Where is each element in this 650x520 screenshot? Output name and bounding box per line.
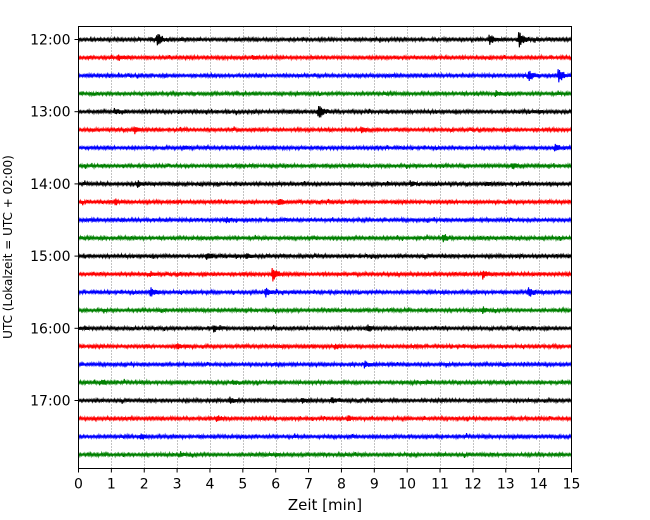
x-tick-label: 4 — [206, 477, 215, 493]
y-axis-title: UTC (Lokalzeit = UTC + 02:00) — [1, 155, 15, 339]
x-tick-label: 9 — [370, 477, 379, 493]
y-axis: 12:00 13:00 14:00 15:00 16:00 17:00 — [30, 33, 79, 410]
x-tick-label: 8 — [337, 477, 346, 493]
x-tick-label: 6 — [271, 477, 280, 493]
x-tick-label: 2 — [140, 477, 149, 493]
y-tick-label: 16:00 — [30, 321, 70, 337]
y-tick-label: 17:00 — [30, 394, 70, 410]
y-tick-label: 12:00 — [30, 33, 70, 49]
x-tick-label: 13 — [497, 477, 515, 493]
x-tick-label: 0 — [74, 477, 83, 493]
x-tick-label: 14 — [530, 477, 548, 493]
x-axis-title: Zeit [min] — [288, 496, 362, 514]
x-tick-label: 7 — [304, 477, 313, 493]
x-tick-label: 10 — [398, 477, 416, 493]
x-tick-label: 3 — [173, 477, 182, 493]
x-tick-label: 11 — [431, 477, 449, 493]
plot-frame — [78, 26, 572, 469]
y-tick-label: 14:00 — [30, 177, 70, 193]
x-tick-label: 5 — [238, 477, 247, 493]
x-axis: 0 1 2 3 4 5 6 7 8 9 10 11 12 13 14 15 — [74, 468, 581, 493]
x-tick-label: 1 — [107, 477, 116, 493]
y-tick-label: 15:00 — [30, 249, 70, 265]
y-tick-label: 13:00 — [30, 105, 70, 121]
trace-layer — [77, 32, 573, 459]
x-tick-label: 15 — [563, 477, 581, 493]
x-tick-label: 12 — [464, 477, 482, 493]
